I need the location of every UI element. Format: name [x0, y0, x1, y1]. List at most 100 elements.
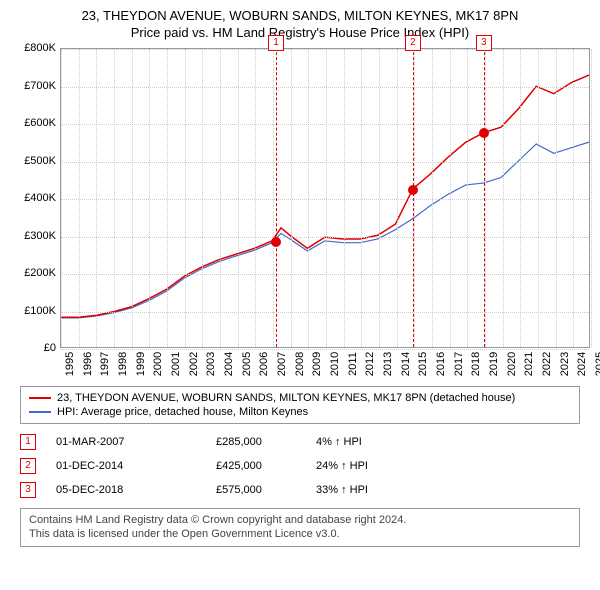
sale-marker-line [276, 37, 277, 347]
gridline-v [185, 49, 186, 347]
chart-container: 23, THEYDON AVENUE, WOBURN SANDS, MILTON… [0, 0, 600, 547]
gridline-v [450, 49, 451, 347]
gridline-v [291, 49, 292, 347]
gridline-v [485, 49, 486, 347]
attribution-line: This data is licensed under the Open Gov… [29, 527, 571, 541]
y-axis-label: £100K [10, 305, 56, 317]
plot-region: 123 [60, 48, 590, 348]
gridline-v [255, 49, 256, 347]
x-axis-label: 2011 [347, 352, 359, 376]
gridline-h [61, 199, 589, 200]
x-axis-label: 2021 [523, 352, 535, 376]
gridline-v [556, 49, 557, 347]
gridline-h [61, 87, 589, 88]
x-axis-label: 2016 [435, 352, 447, 376]
x-axis-label: 2008 [294, 352, 306, 376]
gridline-v [273, 49, 274, 347]
sale-diff: 24% ↑ HPI [316, 460, 436, 472]
x-axis-label: 2020 [506, 352, 518, 376]
y-axis-label: £0 [10, 342, 56, 354]
gridline-v [467, 49, 468, 347]
sale-date: 01-MAR-2007 [56, 436, 196, 448]
legend-swatch [29, 411, 51, 413]
attribution-line: Contains HM Land Registry data © Crown c… [29, 513, 571, 527]
gridline-v [361, 49, 362, 347]
gridline-h [61, 124, 589, 125]
sale-marker-icon: 3 [20, 482, 36, 498]
x-axis-label: 2023 [559, 352, 571, 376]
gridline-v [520, 49, 521, 347]
legend-swatch [29, 397, 51, 399]
gridline-h [61, 49, 589, 50]
sales-row: 2 01-DEC-2014 £425,000 24% ↑ HPI [20, 454, 580, 478]
legend: 23, THEYDON AVENUE, WOBURN SANDS, MILTON… [20, 386, 580, 424]
x-axis-label: 2017 [453, 352, 465, 376]
x-axis-label: 1996 [82, 352, 94, 376]
gridline-v [308, 49, 309, 347]
gridline-v [573, 49, 574, 347]
gridline-v [238, 49, 239, 347]
gridline-v [132, 49, 133, 347]
chart-area: 123 £0£100K£200K£300K£400K£500K£600K£700… [10, 48, 590, 378]
gridline-v [591, 49, 592, 347]
y-axis-label: £400K [10, 192, 56, 204]
gridline-h [61, 349, 589, 350]
gridline-v [96, 49, 97, 347]
line-series [61, 49, 589, 347]
x-axis-label: 1995 [64, 352, 76, 376]
legend-label: HPI: Average price, detached house, Milt… [57, 406, 308, 418]
sale-marker-box: 2 [405, 35, 421, 51]
attribution: Contains HM Land Registry data © Crown c… [20, 508, 580, 547]
sales-row: 3 05-DEC-2018 £575,000 33% ↑ HPI [20, 478, 580, 502]
legend-item-hpi: HPI: Average price, detached house, Milt… [29, 405, 571, 419]
x-axis-label: 2002 [188, 352, 200, 376]
gridline-v [61, 49, 62, 347]
x-axis-label: 2005 [241, 352, 253, 376]
x-axis-label: 2015 [417, 352, 429, 376]
gridline-v [432, 49, 433, 347]
x-axis-label: 2007 [276, 352, 288, 376]
gridline-v [220, 49, 221, 347]
sale-dot [408, 185, 418, 195]
sale-diff: 33% ↑ HPI [316, 484, 436, 496]
x-axis-label: 1999 [135, 352, 147, 376]
chart-subtitle: Price paid vs. HM Land Registry's House … [0, 25, 600, 48]
gridline-v [397, 49, 398, 347]
x-axis-label: 2004 [223, 352, 235, 376]
gridline-h [61, 237, 589, 238]
gridline-v [114, 49, 115, 347]
gridline-v [344, 49, 345, 347]
gridline-v [79, 49, 80, 347]
gridline-h [61, 274, 589, 275]
y-axis-label: £300K [10, 230, 56, 242]
sale-date: 05-DEC-2018 [56, 484, 196, 496]
gridline-v [538, 49, 539, 347]
sale-price: £285,000 [216, 436, 296, 448]
x-axis-label: 2024 [576, 352, 588, 376]
sales-row: 1 01-MAR-2007 £285,000 4% ↑ HPI [20, 430, 580, 454]
y-axis-label: £800K [10, 42, 56, 54]
x-axis-label: 2000 [152, 352, 164, 376]
x-axis-label: 2018 [470, 352, 482, 376]
sale-date: 01-DEC-2014 [56, 460, 196, 472]
gridline-v [167, 49, 168, 347]
legend-item-property: 23, THEYDON AVENUE, WOBURN SANDS, MILTON… [29, 391, 571, 405]
x-axis-label: 2022 [541, 352, 553, 376]
sale-dot [271, 237, 281, 247]
chart-title: 23, THEYDON AVENUE, WOBURN SANDS, MILTON… [0, 0, 600, 25]
sale-dot [479, 128, 489, 138]
gridline-h [61, 162, 589, 163]
x-axis-label: 1997 [99, 352, 111, 376]
gridline-v [326, 49, 327, 347]
sale-price: £575,000 [216, 484, 296, 496]
gridline-v [202, 49, 203, 347]
x-axis-label: 2012 [364, 352, 376, 376]
sale-marker-box: 3 [476, 35, 492, 51]
gridline-h [61, 312, 589, 313]
x-axis-label: 2009 [311, 352, 323, 376]
y-axis-label: £600K [10, 117, 56, 129]
legend-label: 23, THEYDON AVENUE, WOBURN SANDS, MILTON… [57, 392, 515, 404]
sale-diff: 4% ↑ HPI [316, 436, 436, 448]
sale-marker-icon: 2 [20, 458, 36, 474]
x-axis-label: 2003 [205, 352, 217, 376]
